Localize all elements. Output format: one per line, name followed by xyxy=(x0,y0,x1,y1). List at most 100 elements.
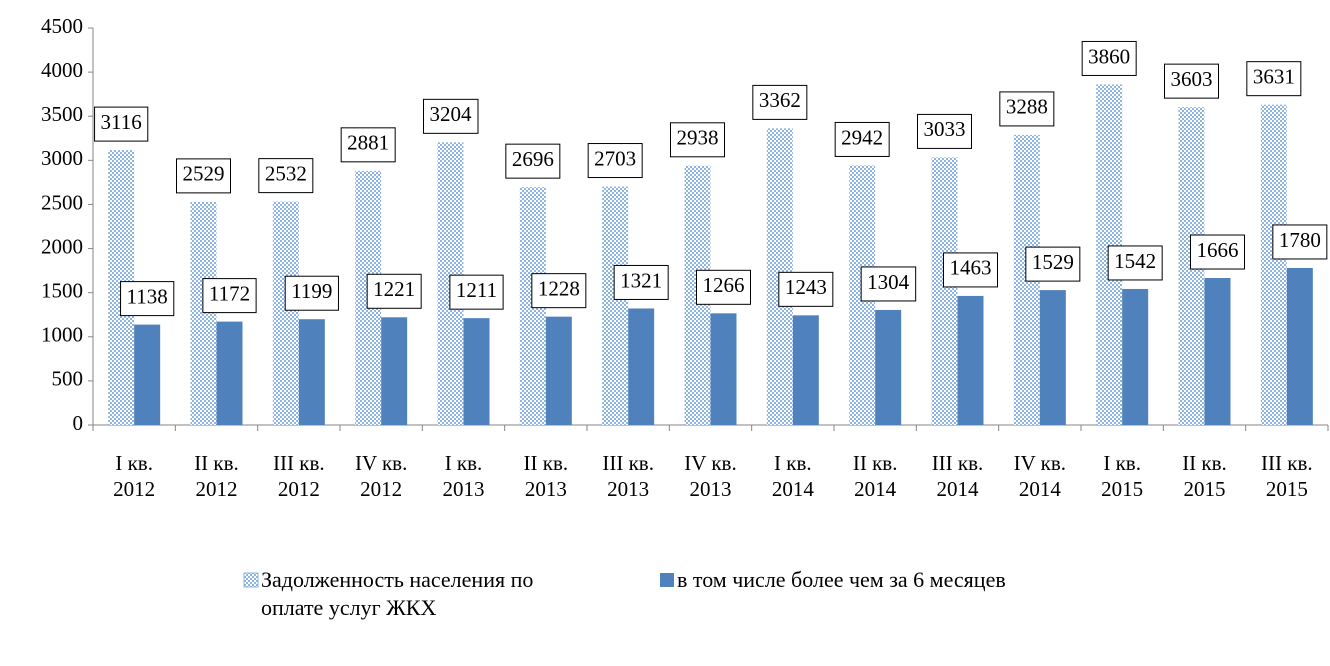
data-label-text: 3204 xyxy=(430,102,473,126)
bar xyxy=(134,324,161,425)
data-label-text: 2532 xyxy=(265,161,307,185)
data-label: 1266 xyxy=(696,269,751,305)
y-tick-label: 4000 xyxy=(41,58,83,82)
x-tick-label: IV кв. 2014 xyxy=(1013,451,1067,501)
bar xyxy=(1122,288,1149,425)
data-label: 1542 xyxy=(1107,245,1163,281)
data-label: 3116 xyxy=(94,106,149,142)
data-label-text: 1221 xyxy=(373,277,415,301)
data-label-text: 1780 xyxy=(1279,228,1321,252)
data-label: 1321 xyxy=(613,264,669,300)
data-label: 2703 xyxy=(587,143,643,179)
bar xyxy=(216,321,243,425)
data-label-box xyxy=(999,91,1055,127)
bar xyxy=(875,309,902,425)
y-tick-label: 1500 xyxy=(41,278,83,302)
data-label-box xyxy=(366,273,422,309)
data-label-box xyxy=(1107,245,1163,281)
data-label-box xyxy=(1272,224,1328,260)
data-label-box xyxy=(94,106,149,142)
data-label-box xyxy=(778,271,834,307)
data-label-text: 1529 xyxy=(1032,250,1074,274)
data-label: 1199 xyxy=(284,275,339,311)
data-label-text: 1542 xyxy=(1114,249,1156,273)
legend-label: в том числе более чем за 6 месяцев xyxy=(677,567,1006,592)
data-label: 2696 xyxy=(505,143,561,179)
bar xyxy=(628,308,655,425)
data-label: 1780 xyxy=(1272,224,1328,260)
y-tick-label: 3000 xyxy=(41,146,83,170)
bar xyxy=(272,201,299,425)
x-tick-label: II кв. 2012 xyxy=(194,451,239,501)
data-label-text: 3860 xyxy=(1088,44,1130,68)
x-tick-label: III кв. 2014 xyxy=(931,451,984,501)
legend-swatch xyxy=(243,572,259,588)
data-label: 3631 xyxy=(1246,61,1302,97)
bar xyxy=(463,318,490,425)
data-label-text: 1228 xyxy=(538,276,580,300)
data-label: 1228 xyxy=(531,273,587,309)
data-label-box xyxy=(423,98,479,134)
data-label: 1138 xyxy=(120,281,175,317)
bar xyxy=(545,316,572,425)
data-label-box xyxy=(531,273,587,309)
x-tick-label: IV кв. 2012 xyxy=(354,451,408,501)
data-label-box xyxy=(613,264,669,300)
bar xyxy=(190,201,217,425)
data-label-text: 2529 xyxy=(183,162,225,186)
data-label: 1463 xyxy=(943,252,998,288)
data-label-text: 1321 xyxy=(620,268,662,292)
bar xyxy=(381,317,408,425)
data-label-box xyxy=(120,281,175,317)
data-label-text: 1266 xyxy=(703,273,745,297)
x-tick-label: I кв. 2015 xyxy=(1101,451,1144,501)
x-tick-label: II кв. 2014 xyxy=(852,451,898,501)
data-label-box xyxy=(1246,61,1302,97)
y-tick-label: 3500 xyxy=(41,102,83,126)
bar xyxy=(298,319,325,425)
legend-label: Задолженность населения по оплате услуг … xyxy=(261,567,534,620)
data-label-text: 1666 xyxy=(1197,238,1239,262)
y-tick-label: 500 xyxy=(52,367,84,391)
y-tick-label: 2500 xyxy=(41,190,83,214)
data-label-box xyxy=(860,266,917,302)
x-tick-label: I кв. 2012 xyxy=(113,451,156,501)
y-tick-label: 1000 xyxy=(41,323,83,347)
data-label: 3033 xyxy=(917,113,972,149)
data-label-box xyxy=(834,121,890,157)
data-label: 1172 xyxy=(202,278,257,314)
data-label: 3603 xyxy=(1164,63,1219,99)
x-tick-label: III кв. 2015 xyxy=(1261,451,1313,501)
data-label: 2529 xyxy=(176,158,231,194)
bar xyxy=(792,315,819,425)
data-label-box xyxy=(176,158,231,194)
data-label-text: 1199 xyxy=(291,279,332,303)
data-label-text: 3033 xyxy=(924,117,966,141)
data-label-box xyxy=(670,122,725,158)
data-label: 2938 xyxy=(670,122,725,158)
data-label-box xyxy=(1081,40,1137,76)
data-label-box xyxy=(943,252,998,288)
data-label-text: 1138 xyxy=(127,284,168,308)
data-label-box xyxy=(258,158,314,194)
data-label: 2881 xyxy=(340,127,396,163)
data-label-text: 1463 xyxy=(950,256,992,280)
data-label-box xyxy=(1025,246,1081,282)
data-label: 1666 xyxy=(1190,234,1245,270)
data-label-box xyxy=(752,84,808,120)
data-label: 1211 xyxy=(449,274,504,310)
x-tick-label: II кв. 2015 xyxy=(1182,451,1227,501)
x-tick-label: I кв. 2014 xyxy=(771,451,814,501)
data-label-text: 1172 xyxy=(209,281,250,305)
data-label-text: 2696 xyxy=(512,147,554,171)
data-label: 1221 xyxy=(366,273,422,309)
x-tick-label: III кв. 2012 xyxy=(273,451,325,501)
bar xyxy=(602,186,629,425)
data-label: 1304 xyxy=(860,266,917,302)
y-tick-label: 0 xyxy=(73,411,84,435)
data-label-text: 3631 xyxy=(1253,64,1295,88)
data-label-box xyxy=(202,278,257,314)
data-label-text: 3288 xyxy=(1006,95,1048,119)
